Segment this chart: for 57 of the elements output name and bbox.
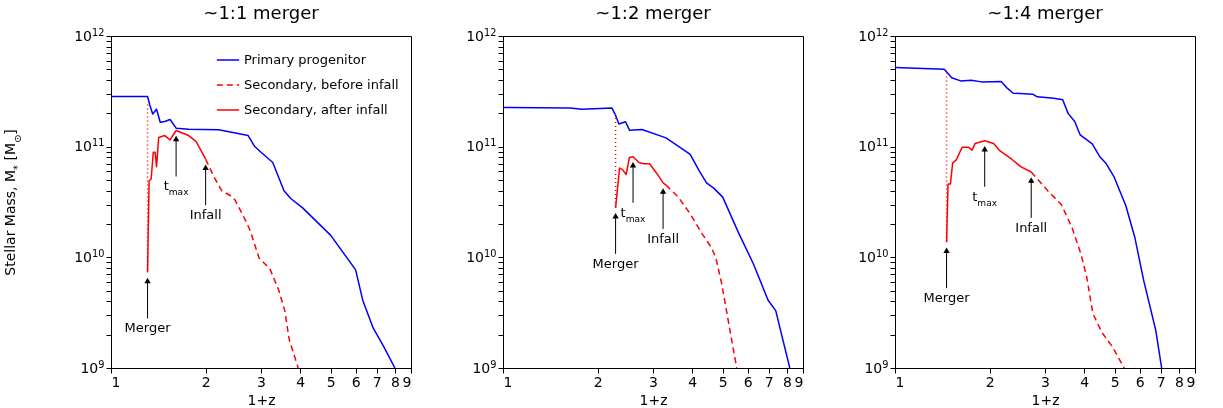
annotation: Merger [923,290,971,306]
y-tick-label: 10$^{11}$ [858,136,889,155]
y-tick-label: 10$^{10}$ [74,247,105,265]
y-tick-label: 10$^{9}$ [864,358,889,376]
x-axis-title: 1+z [247,391,276,408]
annotation: Merger [124,320,172,336]
x-tick-label: 6 [743,373,753,390]
x-tick-label: 5 [326,373,336,390]
x-tick-label: 9 [794,373,804,390]
chart-title: ~1:2 merger [595,2,712,23]
x-tick-label: 3 [649,373,658,390]
x-tick-label: 6 [1135,373,1145,390]
x-tick-label: 8 [1174,373,1184,390]
x-tick-label: 5 [718,373,728,390]
y-tick-label: 10$^{12}$ [858,26,889,44]
x-tick-label: 9 [402,373,412,390]
y-tick-label: 10$^{11}$ [466,136,497,155]
legend-label: Secondary, before infall [244,77,399,92]
x-tick-label: 8 [390,373,400,390]
x-tick-label: 1 [111,373,121,390]
annotation: Infall [1015,220,1048,236]
x-tick-label: 6 [351,373,361,390]
annotation: t$_{max}$ [620,204,647,224]
x-tick-label: 9 [1186,373,1196,390]
x-tick-label: 3 [257,373,266,390]
x-tick-label: 3 [1041,373,1050,390]
x-tick-label: 7 [764,373,774,390]
y-tick-label: 10$^{9}$ [80,358,105,376]
y-tick-label: 10$^{10}$ [858,247,889,265]
x-tick-label: 2 [593,373,603,390]
x-tick-label: 2 [985,373,995,390]
y-tick-label: 10$^{12}$ [466,26,497,44]
x-tick-label: 1 [895,373,905,390]
annotation: t$_{max}$ [163,178,190,198]
x-tick-label: 2 [201,373,211,390]
annotation: Merger [592,255,640,271]
legend-label: Primary progenitor [244,52,367,67]
y-tick-label: 10$^{10}$ [466,247,497,265]
x-tick-label: 1 [503,373,513,390]
x-tick-label: 7 [372,373,382,390]
annotation: t$_{max}$ [972,188,998,208]
y-tick-label: 10$^{9}$ [472,358,497,376]
x-tick-label: 4 [688,373,698,390]
chart-title: ~1:1 merger [203,2,320,23]
x-tick-label: 4 [296,373,306,390]
annotation: Infall [189,207,222,223]
x-tick-label: 5 [1110,373,1120,390]
x-tick-label: 8 [782,373,792,390]
legend-label: Secondary, after infall [244,102,388,117]
chart-title: ~1:4 merger [987,2,1104,23]
x-tick-label: 7 [1156,373,1166,390]
y-tick-label: 10$^{11}$ [74,136,105,155]
x-axis-title: 1+z [639,391,668,408]
x-tick-label: 4 [1080,373,1090,390]
x-axis-title: 1+z [1031,391,1060,408]
annotation: Infall [647,230,680,246]
y-tick-label: 10$^{12}$ [74,26,105,44]
